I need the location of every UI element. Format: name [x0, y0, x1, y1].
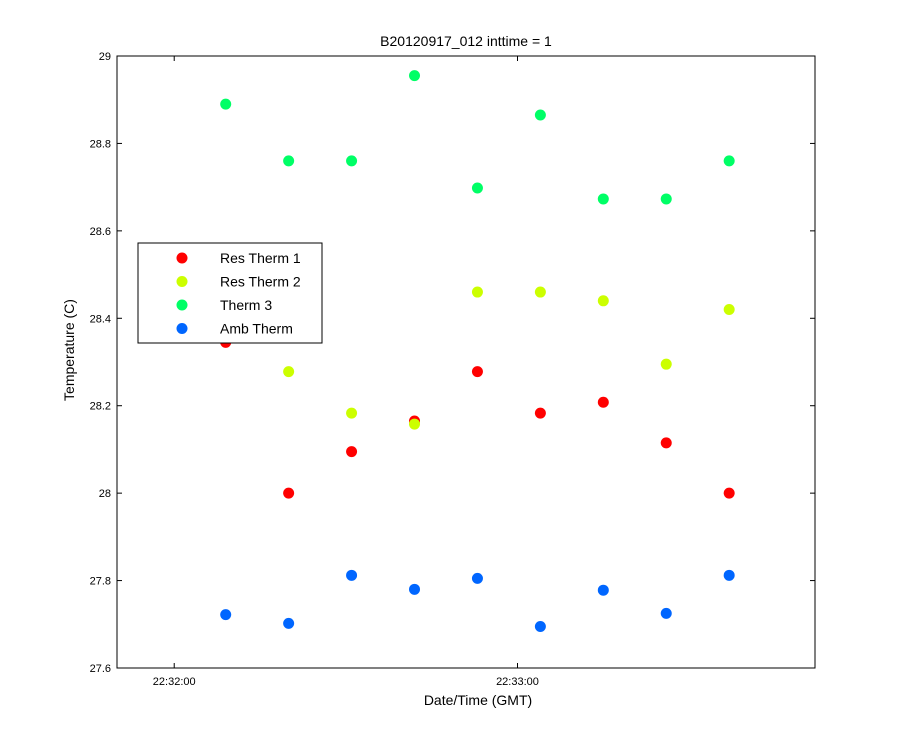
data-point-therm-3 [409, 70, 421, 82]
data-point-amb-therm [220, 609, 232, 621]
data-point-res-therm-2 [471, 286, 483, 298]
data-point-therm-3 [597, 193, 609, 205]
y-axis-title: Temperature (C) [61, 299, 77, 401]
legend-label-amb-therm: Amb Therm [220, 321, 293, 337]
plot-area [116, 55, 816, 669]
legend-marker-therm-3 [176, 299, 188, 311]
data-point-amb-therm [660, 607, 672, 619]
y-tick-label: 28.8 [90, 138, 111, 150]
data-point-res-therm-2 [283, 366, 295, 378]
data-point-therm-3 [283, 155, 295, 167]
data-point-therm-3 [220, 98, 232, 110]
legend-label-therm-3: Therm 3 [220, 297, 272, 313]
data-point-res-therm-2 [346, 407, 358, 419]
legend: Res Therm 1 Res Therm 2 Therm 3 Amb Therm [137, 242, 323, 344]
data-point-res-therm-1 [471, 366, 483, 378]
x-tick-label: 22:32:00 [153, 676, 196, 688]
y-tick-label: 28.6 [90, 226, 111, 238]
legend-marker-res-therm-2 [176, 276, 188, 287]
data-point-amb-therm [471, 572, 483, 584]
data-point-res-therm-2 [723, 304, 735, 316]
data-point-amb-therm [409, 583, 421, 595]
data-point-amb-therm [597, 584, 609, 596]
legend-marker-res-therm-1 [176, 252, 188, 264]
data-point-res-therm-2 [534, 286, 546, 298]
data-point-res-therm-1 [346, 446, 358, 458]
data-point-therm-3 [660, 193, 672, 205]
legend-marker-amb-therm [176, 323, 188, 334]
data-points [220, 70, 735, 632]
data-point-res-therm-2 [660, 358, 672, 370]
data-point-amb-therm [723, 569, 735, 581]
y-tick-label: 27.8 [90, 576, 111, 588]
chart-title: B20120917_012 inttime = 1 [380, 33, 552, 49]
data-point-res-therm-1 [283, 487, 295, 499]
data-point-res-therm-2 [597, 295, 609, 307]
data-point-therm-3 [346, 155, 358, 167]
data-point-amb-therm [283, 617, 295, 629]
axis-ticks: 27.6 27.8 28 28.2 28.4 28.6 28.8 29 22:32:00 22:3… [90, 51, 815, 688]
data-point-amb-therm [346, 569, 358, 581]
x-axis-title: Date/Time (GMT) [424, 692, 532, 708]
data-point-therm-3 [723, 155, 735, 167]
data-point-therm-3 [471, 182, 483, 194]
y-tick-label: 28 [99, 488, 111, 500]
data-point-res-therm-1 [723, 487, 735, 499]
legend-label-res-therm-2: Res Therm 2 [220, 274, 301, 290]
data-point-res-therm-1 [597, 396, 609, 408]
legend-box [137, 242, 323, 344]
data-point-res-therm-2 [409, 418, 421, 430]
data-point-res-therm-1 [660, 437, 672, 449]
x-tick-label: 22:33:00 [496, 676, 539, 688]
data-point-therm-3 [534, 109, 546, 121]
data-point-res-therm-1 [534, 407, 546, 419]
y-tick-label: 28.4 [90, 313, 111, 325]
data-point-amb-therm [534, 620, 546, 632]
legend-label-res-therm-1: Res Therm 1 [220, 250, 301, 266]
y-tick-label: 29 [99, 51, 111, 63]
y-tick-label: 28.2 [90, 401, 111, 413]
y-tick-label: 27.6 [90, 663, 111, 675]
